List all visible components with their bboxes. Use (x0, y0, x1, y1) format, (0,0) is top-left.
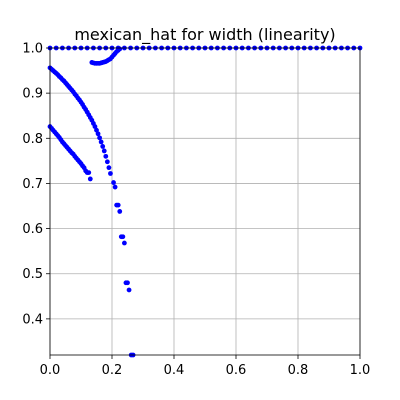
data-point (122, 240, 127, 246)
x-tick-label: 0.4 (164, 363, 185, 378)
x-tick-label: 0.0 (40, 363, 61, 378)
y-tick-label: 1.0 (22, 42, 43, 57)
data-point (117, 209, 123, 214)
x-tick-label: 0.2 (102, 363, 123, 378)
data-point (95, 131, 101, 137)
x-axis-ticks: 0.0 0.2 0.4 0.6 0.8 1.0 (40, 355, 371, 378)
y-tick-label: 0.8 (22, 132, 43, 147)
data-point (100, 144, 106, 149)
data-point (111, 180, 116, 185)
grid-lines (49, 47, 361, 355)
data-point (112, 184, 118, 190)
chart-title: mexican_hat for width (linearity) (74, 25, 335, 45)
data-point (97, 135, 102, 141)
y-tick-label: 0.7 (22, 177, 43, 192)
data-point (115, 202, 121, 208)
plot-frame (49, 47, 361, 356)
y-tick-label: 0.4 (22, 312, 43, 327)
data-point (120, 234, 126, 240)
data-point (92, 124, 98, 129)
data-point (106, 165, 112, 171)
x-tick-label: 0.8 (288, 363, 309, 378)
x-tick-label: 1.0 (350, 363, 371, 378)
y-tick-label: 0.5 (22, 267, 43, 282)
data-point (94, 127, 99, 133)
data-point (86, 170, 92, 176)
y-axis-ticks: 0.4 0.5 0.6 0.7 0.8 0.9 1.0 (22, 42, 50, 327)
data-point (87, 176, 93, 182)
y-tick-label: 0.6 (22, 222, 43, 237)
data-points (47, 45, 363, 358)
data-point (108, 171, 113, 176)
data-point (103, 153, 109, 159)
data-point (98, 139, 104, 145)
x-tick-label: 0.6 (226, 363, 247, 378)
data-point (125, 280, 130, 286)
data-point (101, 148, 107, 154)
data-point (104, 159, 110, 165)
data-point (126, 287, 132, 293)
y-tick-label: 0.9 (22, 87, 43, 102)
